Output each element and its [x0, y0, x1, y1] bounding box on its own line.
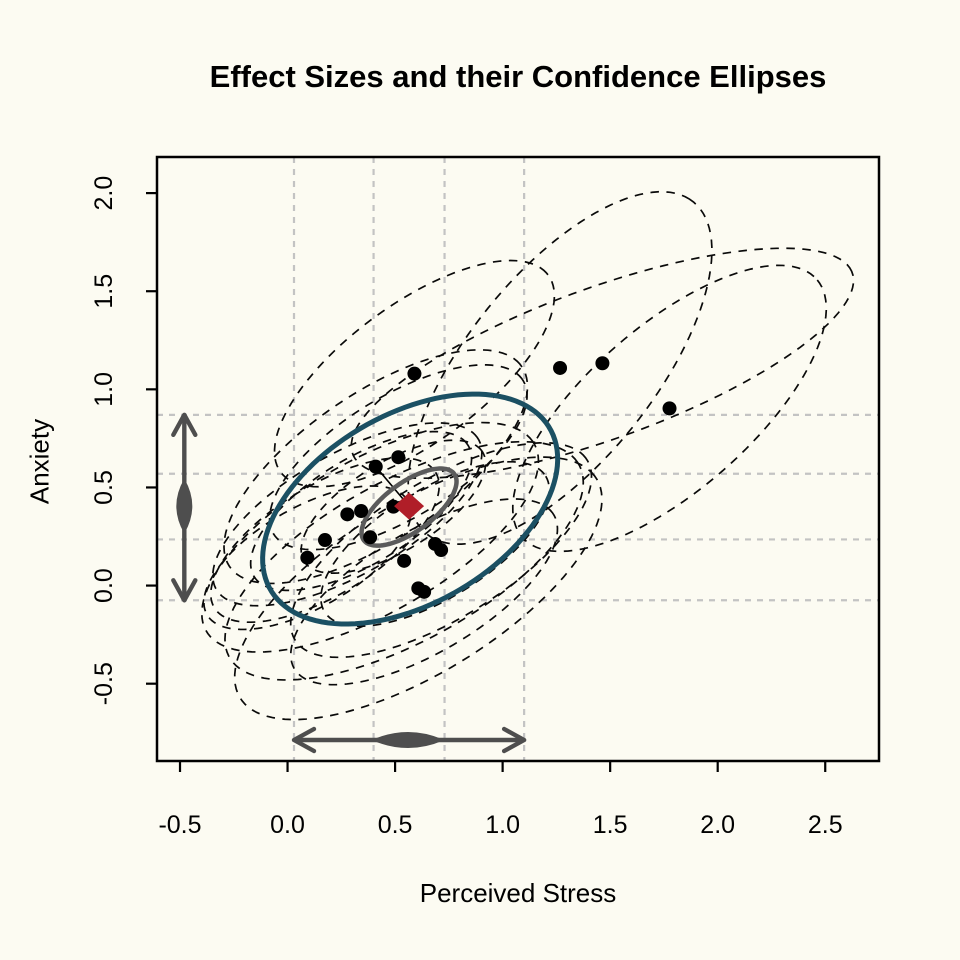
data-point [662, 401, 677, 416]
y-arrowhead-bottom [171, 578, 198, 603]
study-confidence-ellipse [407, 190, 713, 545]
study-confidence-ellipse [223, 349, 529, 585]
study-confidence-ellipse [211, 422, 483, 607]
y-tick-label: 0.5 [90, 470, 118, 505]
x-density-lens [371, 732, 445, 748]
plot-frame [155, 155, 881, 763]
data-point [553, 360, 568, 375]
study-confidence-ellipse [203, 485, 412, 631]
y-tick-label: 2.0 [90, 176, 118, 211]
x-tick-label: 2.0 [700, 811, 735, 839]
y-arrowhead-top [171, 412, 198, 438]
x-tick-label: -0.5 [158, 811, 201, 839]
x-axis-title: Perceived Stress [419, 878, 617, 908]
y-tick-label: 1.5 [90, 274, 118, 309]
x-tick-label: 0.0 [270, 811, 305, 839]
study-confidence-ellipse [350, 247, 855, 480]
study-confidence-ellipse [289, 498, 559, 686]
data-point [386, 499, 401, 514]
data-point [368, 459, 383, 474]
pooled-effect-diamond [394, 492, 425, 520]
x-arrowhead-left [291, 726, 317, 754]
x-tick-label: 0.5 [378, 811, 413, 839]
data-point [595, 356, 610, 371]
chart-title: Effect Sizes and their Confidence Ellips… [209, 59, 827, 94]
data-point [363, 530, 378, 545]
y-density-lens [176, 478, 193, 534]
data-point [340, 507, 355, 522]
study-confidence-ellipse [320, 460, 551, 627]
study-confidence-ellipse [224, 440, 585, 681]
x-tick-label: 1.5 [593, 811, 628, 839]
study-confidence-ellipse [268, 364, 528, 551]
study-confidence-ellipse [289, 441, 593, 659]
data-point [434, 543, 449, 558]
y-axis-title: Anxiety [24, 418, 55, 505]
x-arrowhead-right [501, 726, 527, 754]
study-confidence-ellipse [273, 259, 556, 488]
y-tick-label: -0.5 [90, 662, 118, 705]
data-point [417, 584, 432, 599]
data-point [407, 366, 422, 381]
data-point [317, 533, 332, 548]
prediction-ellipse [260, 391, 561, 627]
data-point [354, 504, 369, 519]
y-tick-label: 1.0 [90, 372, 118, 407]
y-tick-label: 0.0 [90, 568, 118, 603]
data-point [391, 450, 406, 465]
x-tick-label: 1.0 [485, 811, 520, 839]
study-confidence-ellipse [200, 421, 540, 653]
study-confidence-ellipse [233, 456, 603, 721]
study-confidence-ellipse [209, 457, 441, 624]
x-tick-label: 2.5 [808, 811, 843, 839]
data-point [397, 553, 412, 568]
data-point [300, 550, 315, 565]
